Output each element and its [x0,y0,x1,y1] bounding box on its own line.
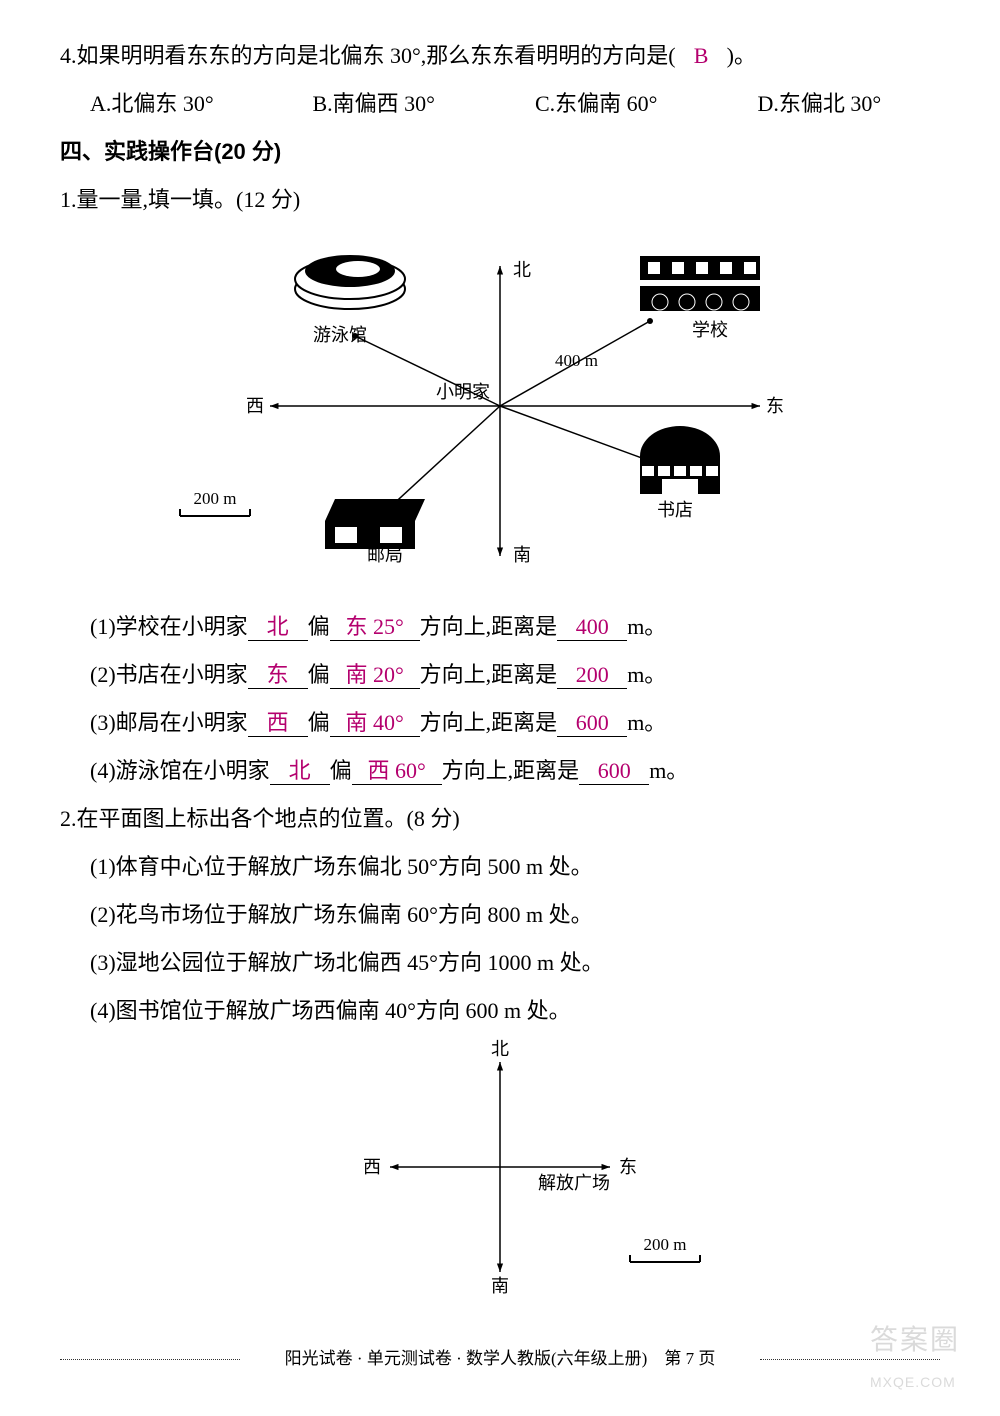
p2-title: 2.在平面图上标出各个地点的位置。(8 分) [60,797,940,841]
svg-text:解放广场: 解放广场 [538,1173,610,1193]
p1-diagram-wrap: 北南东西小明家400 m游泳馆学校邮局书店200 m [60,226,940,601]
q4-opt-a: A.北偏东 30° [90,82,273,126]
p1-fill-4: (4)游泳馆在小明家北偏西 60°方向上,距离是600m。 [60,749,940,793]
q4-opt-c: C.东偏南 60° [535,82,718,126]
q4-answer: B [681,34,721,78]
p1-1-d1: 北 [248,614,308,641]
page-footer: 阳光试卷 · 单元测试卷 · 数学人教版(六年级上册) 第 7 页 [60,1342,940,1376]
p2-item-1: (1)体育中心位于解放广场东偏北 50°方向 500 m 处。 [60,845,940,889]
p2-diagram-wrap: 北南 东 西解放广场 200 m [60,1037,940,1312]
p1-2-d2: 南 20° [330,662,420,689]
p2-item-4: (4)图书馆位于解放广场西偏南 40°方向 600 m 处。 [60,989,940,1033]
section4-title: 四、实践操作台(20 分) [60,130,940,174]
p1-fill-2: (2)书店在小明家东偏南 20°方向上,距离是200m。 [60,653,940,697]
p2-item-3: (3)湿地公园位于解放广场北偏西 45°方向 1000 m 处。 [60,941,940,985]
p1-2-dist: 200 [557,662,627,689]
p1-fill-blanks: (1)学校在小明家北偏东 25°方向上,距离是400m。(2)书店在小明家东偏南… [60,605,940,793]
svg-text:北: 北 [491,1039,509,1059]
p1-3-dist: 600 [557,710,627,737]
p1-1-d2: 东 25° [330,614,420,641]
svg-text:游泳馆: 游泳馆 [313,325,367,345]
svg-text:西: 西 [246,396,264,416]
svg-text:学校: 学校 [692,320,728,340]
p1-diagram: 北南东西小明家400 m游泳馆学校邮局书店200 m [60,226,940,586]
p1-title: 1.量一量,填一填。(12 分) [60,178,940,222]
p2-item-2: (2)花鸟市场位于解放广场东偏南 60°方向 800 m 处。 [60,893,940,937]
p1-4-dist: 600 [579,758,649,785]
q4-opt-b: B.南偏西 30° [313,82,496,126]
svg-text:北: 北 [513,260,531,280]
svg-text:书店: 书店 [657,500,693,520]
svg-text:南: 南 [513,545,531,565]
q4-opt-d: D.东偏北 30° [758,82,941,126]
p1-3-d2: 南 40° [330,710,420,737]
q4-text-b: )。 [727,43,756,68]
p1-fill-1: (1)学校在小明家北偏东 25°方向上,距离是400m。 [60,605,940,649]
svg-text:东: 东 [619,1157,637,1177]
p2-diagram: 北南 东 西解放广场 200 m [60,1037,940,1297]
p1-4-d2: 西 60° [352,758,442,785]
p1-3-d1: 西 [248,710,308,737]
q4-options: A.北偏东 30° B.南偏西 30° C.东偏南 60° D.东偏北 30° [60,82,940,126]
p1-2-d1: 东 [248,662,308,689]
p1-fill-3: (3)邮局在小明家西偏南 40°方向上,距离是600m。 [60,701,940,745]
svg-text:小明家: 小明家 [436,382,490,402]
svg-text:西: 西 [363,1157,381,1177]
svg-text:200 m: 200 m [194,489,237,508]
svg-text:南: 南 [491,1276,509,1296]
p1-1-dist: 400 [557,614,627,641]
q4-text-a: 4.如果明明看东东的方向是北偏东 30°,那么东东看明明的方向是( [60,43,676,68]
p1-4-d1: 北 [270,758,330,785]
svg-text:200 m: 200 m [644,1235,687,1254]
p2-items: (1)体育中心位于解放广场东偏北 50°方向 500 m 处。(2)花鸟市场位于… [60,845,940,1033]
svg-text:东: 东 [766,396,784,416]
question-4: 4.如果明明看东东的方向是北偏东 30°,那么东东看明明的方向是( B )。 [60,34,940,78]
